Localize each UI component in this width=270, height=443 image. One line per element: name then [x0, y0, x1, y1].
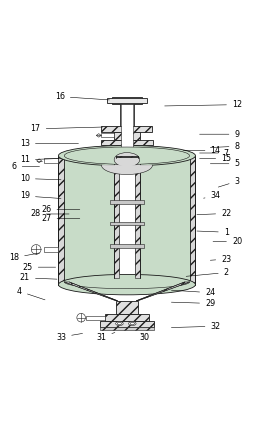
Text: 23: 23 [210, 255, 231, 264]
Ellipse shape [58, 274, 195, 295]
Polygon shape [102, 165, 153, 175]
Bar [105, 314, 149, 321]
Ellipse shape [58, 145, 195, 166]
Text: 22: 22 [197, 209, 231, 218]
Bar [100, 326, 154, 330]
Text: 11: 11 [20, 155, 61, 164]
Text: 20: 20 [213, 237, 242, 246]
Text: 21: 21 [20, 273, 57, 282]
Text: 9: 9 [200, 130, 240, 139]
Text: 4: 4 [17, 287, 45, 300]
Text: 10: 10 [20, 174, 61, 183]
Bar [113, 132, 140, 140]
Text: 7: 7 [200, 148, 229, 158]
Circle shape [31, 245, 41, 254]
Text: 8: 8 [210, 142, 239, 151]
Text: 32: 32 [171, 322, 221, 331]
Text: 26: 26 [41, 205, 80, 214]
Text: 30: 30 [139, 333, 149, 342]
Bar [102, 133, 113, 137]
Text: 3: 3 [218, 177, 239, 187]
Ellipse shape [64, 147, 190, 164]
Text: 27: 27 [41, 214, 80, 223]
Text: 29: 29 [171, 299, 215, 308]
Bar [116, 145, 138, 155]
Bar [120, 104, 134, 126]
Polygon shape [96, 134, 101, 137]
Ellipse shape [114, 152, 140, 167]
Bar [190, 155, 195, 284]
Bar [102, 126, 153, 132]
Bar [119, 160, 135, 278]
Bar [121, 104, 133, 155]
Text: 25: 25 [22, 263, 56, 272]
Circle shape [77, 313, 85, 322]
Ellipse shape [117, 323, 122, 325]
Text: 12: 12 [165, 100, 242, 109]
Bar [58, 155, 64, 284]
Text: 2: 2 [186, 268, 229, 277]
Bar [110, 200, 144, 203]
Polygon shape [37, 159, 42, 163]
Polygon shape [136, 282, 190, 301]
Text: 28: 28 [31, 210, 69, 218]
Bar [112, 97, 142, 104]
Bar [107, 98, 147, 102]
Bar [101, 140, 153, 145]
Text: 24: 24 [171, 288, 215, 297]
Bar [116, 301, 138, 314]
Polygon shape [64, 282, 117, 301]
Text: 18: 18 [9, 253, 40, 262]
Bar [135, 160, 140, 278]
Text: 15: 15 [200, 154, 231, 163]
Text: 17: 17 [31, 124, 103, 133]
Text: 34: 34 [204, 191, 221, 201]
Bar [44, 159, 58, 163]
Bar [114, 160, 119, 278]
Text: 1: 1 [197, 228, 229, 237]
Bar [86, 316, 105, 319]
Ellipse shape [130, 323, 134, 325]
Bar [116, 155, 138, 157]
Text: 13: 13 [20, 139, 79, 148]
Text: 33: 33 [56, 333, 83, 342]
Bar [110, 222, 144, 225]
Text: 5: 5 [210, 159, 240, 168]
Bar [62, 155, 192, 284]
Bar [110, 245, 144, 248]
Bar [44, 247, 58, 252]
Text: 16: 16 [55, 92, 109, 101]
Text: 19: 19 [20, 191, 61, 201]
Ellipse shape [116, 322, 123, 326]
Text: 14: 14 [183, 146, 221, 155]
Ellipse shape [129, 322, 136, 326]
Text: 31: 31 [96, 333, 115, 342]
Bar [100, 321, 154, 326]
Text: 6: 6 [12, 162, 39, 171]
